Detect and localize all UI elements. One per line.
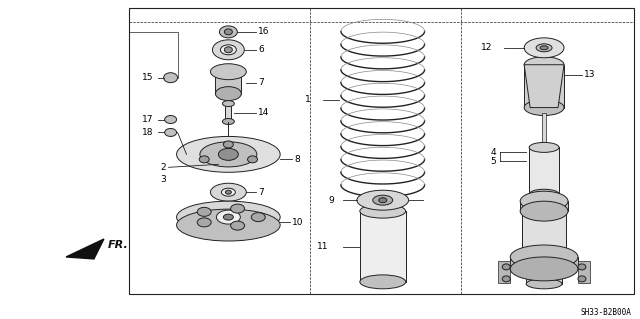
Ellipse shape xyxy=(540,46,548,50)
Text: 17: 17 xyxy=(142,115,154,124)
Polygon shape xyxy=(524,65,564,108)
Ellipse shape xyxy=(220,45,236,55)
Ellipse shape xyxy=(177,209,280,241)
Ellipse shape xyxy=(248,156,257,163)
Bar xyxy=(522,211,566,257)
Ellipse shape xyxy=(510,257,578,281)
Text: 13: 13 xyxy=(584,70,595,79)
Ellipse shape xyxy=(524,57,564,73)
Ellipse shape xyxy=(225,190,232,194)
Bar xyxy=(526,269,562,284)
Ellipse shape xyxy=(379,198,387,203)
Ellipse shape xyxy=(225,47,232,53)
Text: 3: 3 xyxy=(161,175,166,184)
Ellipse shape xyxy=(357,190,408,210)
Ellipse shape xyxy=(502,276,510,282)
Ellipse shape xyxy=(536,44,552,52)
Ellipse shape xyxy=(520,191,568,211)
Ellipse shape xyxy=(164,73,177,83)
Ellipse shape xyxy=(578,276,586,282)
Text: 7: 7 xyxy=(259,78,264,87)
Ellipse shape xyxy=(223,141,234,148)
Ellipse shape xyxy=(360,204,406,218)
Text: SH33-B2B00A: SH33-B2B00A xyxy=(581,308,632,317)
Ellipse shape xyxy=(529,189,559,199)
Ellipse shape xyxy=(510,245,578,269)
Polygon shape xyxy=(66,239,104,259)
Text: 8: 8 xyxy=(294,155,300,164)
Ellipse shape xyxy=(211,64,246,80)
Ellipse shape xyxy=(218,148,238,160)
Bar xyxy=(129,8,634,294)
Ellipse shape xyxy=(164,115,177,123)
Ellipse shape xyxy=(578,264,586,270)
Ellipse shape xyxy=(221,188,236,196)
Bar xyxy=(360,211,406,282)
Ellipse shape xyxy=(230,221,244,230)
Bar xyxy=(520,201,568,211)
Text: 10: 10 xyxy=(292,218,303,226)
Text: 7: 7 xyxy=(259,188,264,197)
Bar xyxy=(510,257,578,269)
Text: 12: 12 xyxy=(481,43,492,52)
Ellipse shape xyxy=(529,142,559,152)
Bar xyxy=(499,261,510,283)
Text: FR.: FR. xyxy=(108,240,129,250)
Ellipse shape xyxy=(164,129,177,137)
Ellipse shape xyxy=(177,201,280,233)
Ellipse shape xyxy=(177,137,280,172)
Ellipse shape xyxy=(522,205,566,217)
Ellipse shape xyxy=(225,29,232,35)
Ellipse shape xyxy=(520,201,568,221)
Ellipse shape xyxy=(216,87,241,100)
Ellipse shape xyxy=(200,142,257,167)
Text: 2: 2 xyxy=(161,163,166,172)
Ellipse shape xyxy=(197,207,211,216)
Bar xyxy=(524,65,564,108)
Text: 9: 9 xyxy=(328,196,333,205)
Bar xyxy=(225,104,232,122)
Ellipse shape xyxy=(524,100,564,115)
Text: 18: 18 xyxy=(142,128,154,137)
Bar xyxy=(216,72,241,93)
Text: 16: 16 xyxy=(259,27,269,36)
Ellipse shape xyxy=(223,214,234,220)
Ellipse shape xyxy=(222,100,234,107)
Ellipse shape xyxy=(372,195,393,205)
Ellipse shape xyxy=(212,40,244,60)
Ellipse shape xyxy=(502,264,510,270)
Text: 1: 1 xyxy=(305,95,311,104)
Ellipse shape xyxy=(199,156,209,163)
Ellipse shape xyxy=(220,26,237,38)
Ellipse shape xyxy=(211,183,246,201)
Text: 6: 6 xyxy=(259,45,264,54)
Ellipse shape xyxy=(526,264,562,274)
Text: 4: 4 xyxy=(491,148,496,157)
Text: 5: 5 xyxy=(490,157,496,166)
Ellipse shape xyxy=(252,213,265,222)
Ellipse shape xyxy=(522,251,566,263)
Text: 15: 15 xyxy=(142,73,154,82)
Ellipse shape xyxy=(524,38,564,58)
Ellipse shape xyxy=(526,279,562,289)
Ellipse shape xyxy=(230,204,244,213)
Ellipse shape xyxy=(216,210,241,224)
Ellipse shape xyxy=(222,119,234,124)
Ellipse shape xyxy=(197,218,211,227)
Text: 14: 14 xyxy=(259,108,269,117)
Ellipse shape xyxy=(360,275,406,289)
Text: 11: 11 xyxy=(316,242,328,251)
Bar xyxy=(529,147,559,194)
Bar xyxy=(578,261,590,283)
Bar xyxy=(542,113,546,149)
